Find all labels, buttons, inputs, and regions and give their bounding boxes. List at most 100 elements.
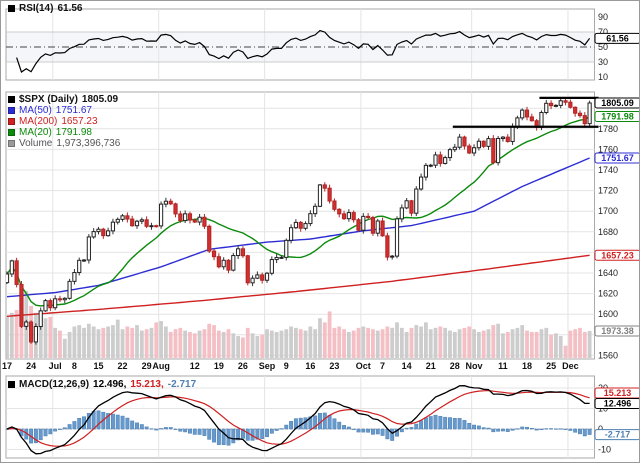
svg-text:1657.23: 1657.23 xyxy=(601,250,634,260)
svg-text:21: 21 xyxy=(426,361,436,371)
svg-text:61.56: 61.56 xyxy=(606,33,629,43)
ma200-line xyxy=(6,254,590,317)
svg-text:1760: 1760 xyxy=(598,144,618,154)
macd-hist-value: -2.717 xyxy=(167,379,197,390)
volume-value: 1,973,396,736 xyxy=(56,138,121,149)
ma20-line xyxy=(6,115,590,307)
last-price-value: 1805.09 xyxy=(81,94,119,105)
ma20-badge: 1791.98 xyxy=(594,110,639,122)
macd-hist-badge: -2.717 xyxy=(594,429,639,441)
rsi-legend: RSI(14) 61.56 xyxy=(8,3,82,14)
svg-text:10: 10 xyxy=(598,72,608,82)
svg-text:29: 29 xyxy=(142,361,152,371)
svg-text:1740: 1740 xyxy=(598,165,618,175)
svg-text:1560: 1560 xyxy=(598,350,618,360)
ma50-legend: MA(50) 1751.67 xyxy=(8,105,92,116)
svg-text:0: 0 xyxy=(598,424,603,434)
svg-text:9: 9 xyxy=(284,361,289,371)
svg-text:-10: -10 xyxy=(598,445,611,455)
svg-text:1973.38: 1973.38 xyxy=(601,326,634,336)
svg-text:24: 24 xyxy=(26,361,36,371)
svg-text:19: 19 xyxy=(214,361,224,371)
svg-text:Aug: Aug xyxy=(152,361,170,371)
svg-text:15: 15 xyxy=(93,361,103,371)
ma200-legend: MA(200) 1657.23 xyxy=(8,116,98,127)
rsi-badge: 61.56 xyxy=(594,32,639,44)
svg-text:11: 11 xyxy=(498,361,508,371)
ma50-value: 1751.67 xyxy=(55,105,92,116)
svg-text:1620: 1620 xyxy=(598,289,618,299)
volume-badge: 1973.38 xyxy=(594,325,639,337)
macd-badge: 12.496 xyxy=(594,398,639,409)
svg-text:1700: 1700 xyxy=(598,206,618,216)
svg-text:1751.67: 1751.67 xyxy=(601,153,634,163)
symbol-label: $SPX (Daily) xyxy=(19,94,78,105)
svg-text:Sep: Sep xyxy=(259,361,276,371)
svg-text:1640: 1640 xyxy=(598,268,618,278)
ma20-value: 1791.98 xyxy=(55,127,92,138)
svg-text:Jul: Jul xyxy=(49,361,62,371)
macd-line xyxy=(6,385,590,455)
macd-signal-badge: 15.213 xyxy=(594,387,639,399)
svg-text:Nov: Nov xyxy=(466,361,483,371)
svg-text:90: 90 xyxy=(598,12,608,22)
svg-text:50: 50 xyxy=(598,42,608,52)
svg-text:1805.09: 1805.09 xyxy=(601,98,634,108)
macd-signal-value: 15.213, xyxy=(130,379,164,390)
macd-panel: 20100-10 xyxy=(5,375,611,459)
ma50-label: MA(50) xyxy=(19,105,52,116)
volume-bars xyxy=(6,290,592,358)
svg-text:12.496: 12.496 xyxy=(604,399,632,409)
svg-text:Oct: Oct xyxy=(356,361,371,371)
volume-label: Volume xyxy=(19,138,53,149)
ma200-badge: 1657.23 xyxy=(594,249,639,261)
ma50-badge: 1751.67 xyxy=(594,152,639,164)
ma20-series-icon xyxy=(8,129,15,136)
svg-text:18: 18 xyxy=(522,361,532,371)
ma20-legend: MA(20) 1791.98 xyxy=(8,127,92,138)
svg-text:Dec: Dec xyxy=(562,361,579,371)
candles xyxy=(6,97,592,345)
x-axis-labels: 17 24 Jul 8 15 22 29 Aug 12 19 26 Sep 9 16 23 Oct 7 14 21 2… xyxy=(2,361,579,371)
svg-text:12: 12 xyxy=(190,361,200,371)
svg-text:1791.98: 1791.98 xyxy=(601,111,634,121)
svg-text:1600: 1600 xyxy=(598,309,618,319)
svg-text:17: 17 xyxy=(2,361,12,371)
ma200-value: 1657.23 xyxy=(61,116,98,127)
svg-text:14: 14 xyxy=(402,361,412,371)
svg-text:-2.717: -2.717 xyxy=(605,430,631,440)
svg-text:23: 23 xyxy=(329,361,339,371)
macd-series-icon xyxy=(8,381,15,388)
ma50-series-icon xyxy=(8,107,15,114)
ma200-series-icon xyxy=(8,118,15,125)
svg-text:26: 26 xyxy=(238,361,248,371)
svg-text:22: 22 xyxy=(118,361,128,371)
macd-histogram xyxy=(6,410,592,446)
svg-text:1680: 1680 xyxy=(598,227,618,237)
svg-text:25: 25 xyxy=(546,361,556,371)
signal-line xyxy=(6,389,590,447)
macd-value: 12.496, xyxy=(93,379,127,390)
svg-text:70: 70 xyxy=(598,27,608,37)
last-price-badge: 1805.09 xyxy=(594,97,639,109)
volume-series-icon xyxy=(8,140,15,147)
price-legend: $SPX (Daily) 1805.09 xyxy=(8,94,118,105)
svg-text:15.213: 15.213 xyxy=(604,388,632,398)
macd-legend: MACD(12,26,9) 12.496, 15.213, -2.717 xyxy=(8,379,196,390)
svg-text:16: 16 xyxy=(305,361,315,371)
ma20-label: MA(20) xyxy=(19,127,52,138)
macd-label: MACD(12,26,9) xyxy=(19,379,90,390)
rsi-label: RSI(14) xyxy=(19,3,54,14)
svg-text:28: 28 xyxy=(450,361,460,371)
rsi-line xyxy=(16,29,591,73)
rsi-panel: 90 70 50 30 10 xyxy=(5,8,608,82)
rsi-value: 61.56 xyxy=(57,3,83,14)
volume-legend: Volume 1,973,396,736 xyxy=(8,138,120,149)
rsi-series-icon xyxy=(8,5,15,12)
price-panel: 1780 1760 1740 1720 1700 1680 1640 1620 1600 1560 xyxy=(5,91,618,360)
svg-text:1780: 1780 xyxy=(598,124,618,134)
ma200-label: MA(200) xyxy=(19,116,58,127)
svg-text:1720: 1720 xyxy=(598,186,618,196)
